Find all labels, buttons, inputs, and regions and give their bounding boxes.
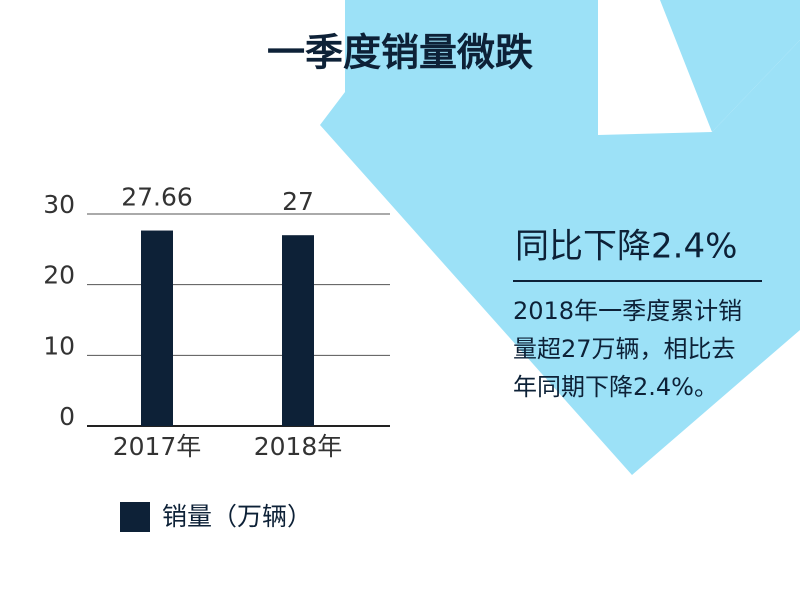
bar [282,235,314,426]
value-label: 27 [282,187,314,216]
x-tick-label: 2018年 [254,432,343,461]
chart-title: 一季度销量微跌 [267,31,533,75]
annotation-heading: 同比下降2.4% [515,227,737,267]
y-tick-label: 10 [43,331,75,360]
value-label: 27.66 [121,183,193,212]
arrow-background [320,0,800,475]
arrow-background [660,0,800,132]
legend-swatch [120,502,150,532]
x-tick-label: 2017年 [113,432,202,461]
y-tick-label: 30 [43,190,75,219]
y-tick-label: 20 [43,261,75,290]
annotation-text: 2018年一季度累计销量超27万辆，相比去年同期下降2.4%。 [513,297,743,401]
y-tick-label: 0 [59,402,75,431]
legend-label: 销量（万辆） [162,502,312,531]
bar [141,230,173,426]
